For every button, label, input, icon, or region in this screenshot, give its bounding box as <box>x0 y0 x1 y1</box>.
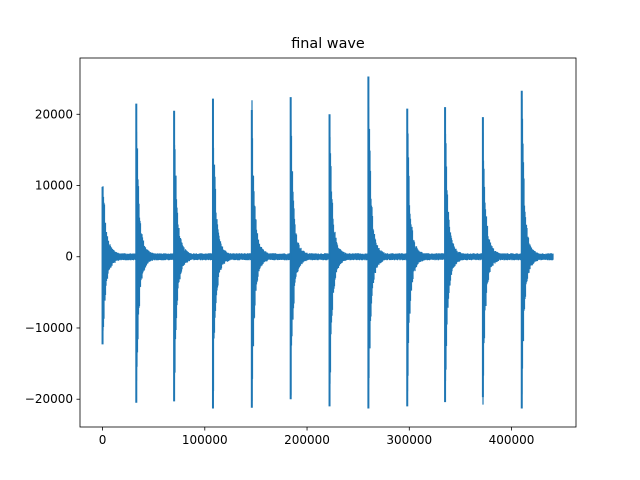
axes-frame <box>79 57 577 428</box>
chart-title: final wave <box>291 36 365 52</box>
x-tick-label: 400000 <box>489 433 535 447</box>
x-tick-label: 0 <box>99 433 107 447</box>
axis-ticks: 0 100000 200000 300000 400000 −20000 −10000 0 10… <box>25 107 535 447</box>
x-tick-label: 300000 <box>386 433 432 447</box>
x-tick-label: 100000 <box>182 433 228 447</box>
y-tick-label: 10000 <box>35 179 73 193</box>
plot-area <box>101 76 554 409</box>
y-tick-label: 20000 <box>35 107 73 121</box>
y-tick-label: −10000 <box>25 321 73 335</box>
y-tick-label: −20000 <box>25 392 73 406</box>
x-tick-label: 200000 <box>284 433 330 447</box>
y-tick-label: 0 <box>65 250 73 264</box>
